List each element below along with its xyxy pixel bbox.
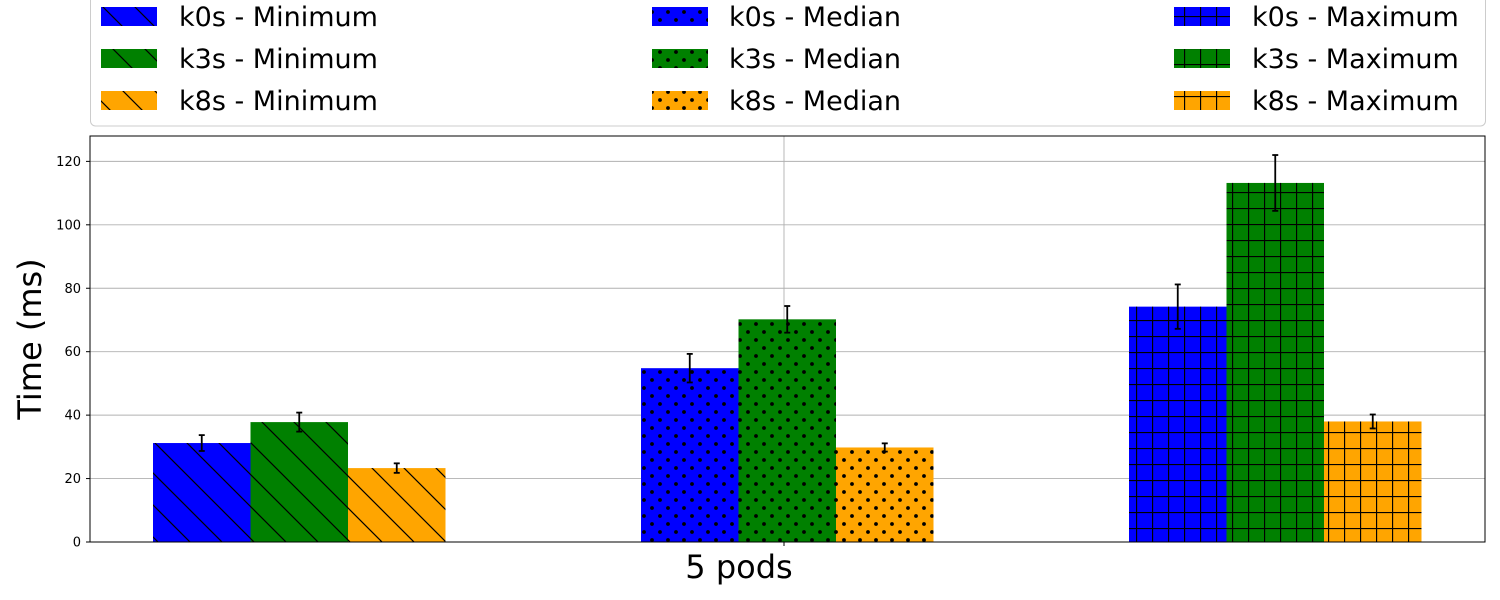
y-tick-label: 20	[64, 472, 81, 487]
bar-hatch-k8s-median	[836, 447, 934, 542]
bar-hatch-k3s-minimum	[250, 422, 348, 542]
legend-swatch-hatch-k8s-median	[652, 91, 708, 110]
y-tick-label: 120	[56, 155, 81, 170]
error-bars	[198, 154, 1376, 474]
legend-swatch-hatch-k8s-minimum	[101, 91, 157, 110]
legend: k0s - Minimum k3s - Minimum k8s - Minimum k…	[90, 0, 1486, 127]
plot-area: 0 20 40 60 80 100 120	[56, 135, 1486, 551]
legend-frame	[90, 0, 1486, 127]
legend-label-k3s-minimum: k3s - Minimum	[179, 44, 378, 75]
x-axis-title: 5 pods	[685, 548, 792, 586]
legend-label-k8s-minimum: k8s - Minimum	[179, 86, 378, 117]
legend-label-k8s-maximum: k8s - Maximum	[1252, 86, 1459, 117]
bar-hatch-k8s-maximum	[1324, 421, 1422, 542]
legend-label-k8s-median: k8s - Median	[729, 86, 901, 117]
bar-hatch-k0s-minimum	[153, 443, 251, 542]
legend-label-k0s-median: k0s - Median	[729, 2, 901, 33]
bar-hatch-k8s-minimum	[348, 468, 446, 542]
bars	[153, 182, 1422, 542]
bar-hatch-k0s-maximum	[1129, 306, 1227, 542]
plot-frame	[89, 135, 1486, 543]
legend-label-k3s-maximum: k3s - Maximum	[1252, 44, 1459, 75]
legend-swatch-hatch-k8s-maximum	[1174, 91, 1230, 110]
legend-label-k0s-maximum: k0s - Maximum	[1252, 2, 1459, 33]
y-tick-label: 0	[73, 536, 81, 551]
y-tick-label: 80	[64, 282, 81, 297]
bar-hatch-k0s-median	[641, 368, 739, 542]
bar-hatch-k3s-maximum	[1226, 182, 1324, 542]
legend-label-k3s-median: k3s - Median	[729, 44, 901, 75]
legend-swatch-hatch-k3s-minimum	[101, 49, 157, 68]
legend-label-k0s-minimum: k0s - Minimum	[179, 2, 378, 33]
legend-swatch-hatch-k3s-maximum	[1174, 49, 1230, 68]
legend-swatch-hatch-k3s-median	[652, 49, 708, 68]
y-tick-label: 60	[64, 345, 81, 360]
y-tick-label: 100	[56, 218, 81, 233]
legend-swatch-hatch-k0s-median	[652, 7, 708, 26]
y-axis: 0 20 40 60 80 100 120	[56, 155, 90, 551]
y-tick-label: 40	[64, 409, 81, 424]
y-axis-title: Time (ms)	[11, 258, 49, 420]
legend-swatch-hatch-k0s-minimum	[101, 7, 157, 26]
legend-swatch-hatch-k0s-maximum	[1174, 7, 1230, 26]
bar-hatch-k3s-median	[738, 319, 836, 542]
